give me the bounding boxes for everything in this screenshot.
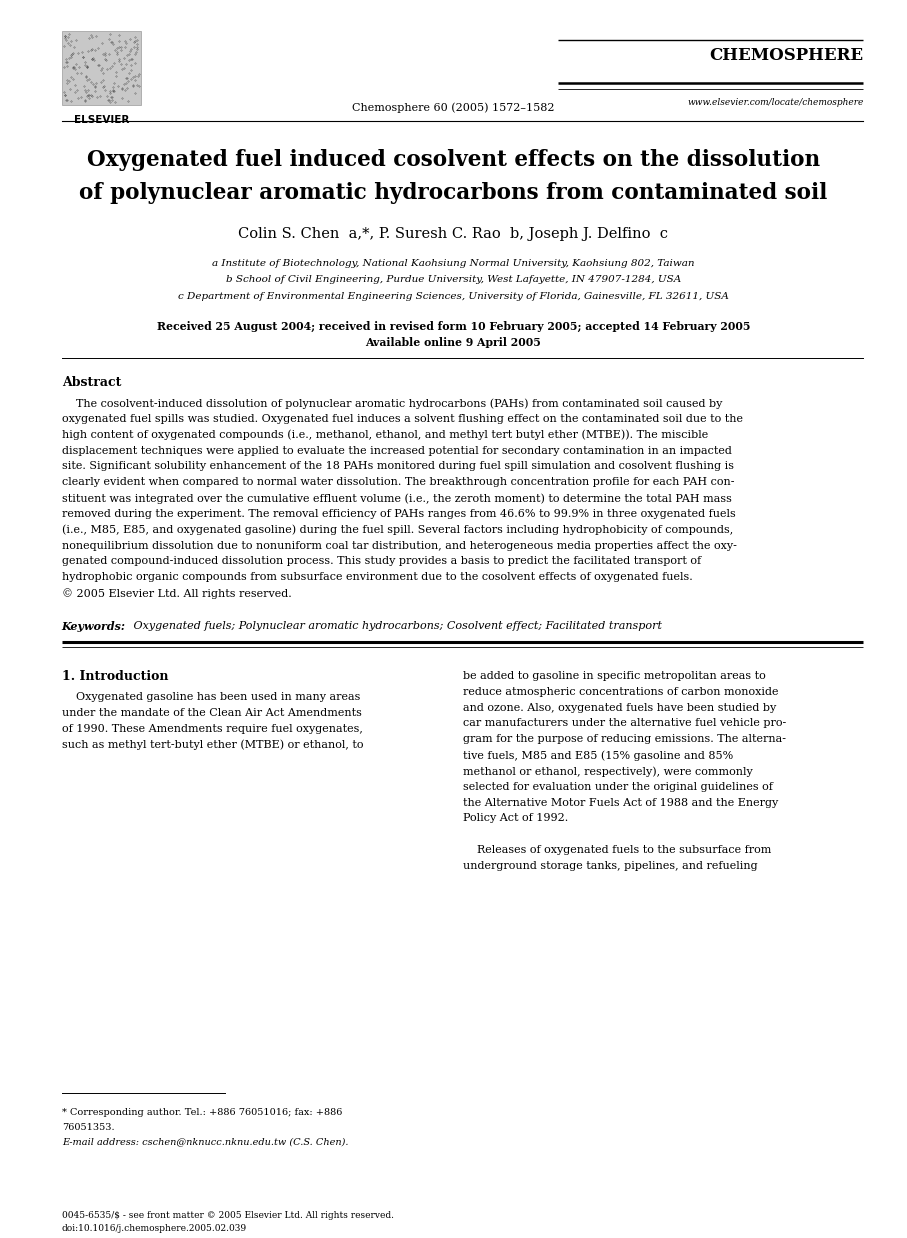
Text: a Institute of Biotechnology, National Kaohsiung Normal University, Kaohsiung 80: a Institute of Biotechnology, National K… <box>212 259 695 267</box>
Text: clearly evident when compared to normal water dissolution. The breakthrough conc: clearly evident when compared to normal … <box>62 477 734 488</box>
Text: genated compound-induced dissolution process. This study provides a basis to pre: genated compound-induced dissolution pro… <box>62 557 701 567</box>
Text: E-mail address: cschen@nknucc.nknu.edu.tw (C.S. Chen).: E-mail address: cschen@nknucc.nknu.edu.t… <box>62 1138 348 1146</box>
Text: Releases of oxygenated fuels to the subsurface from: Releases of oxygenated fuels to the subs… <box>463 846 772 855</box>
Text: car manufacturers under the alternative fuel vehicle pro-: car manufacturers under the alternative … <box>463 718 786 728</box>
Bar <box>62 31 141 105</box>
Text: CHEMOSPHERE: CHEMOSPHERE <box>709 47 863 64</box>
Text: methanol or ethanol, respectively), were commonly: methanol or ethanol, respectively), were… <box>463 766 753 776</box>
Text: gram for the purpose of reducing emissions. The alterna-: gram for the purpose of reducing emissio… <box>463 734 786 744</box>
Text: c Department of Environmental Engineering Sciences, University of Florida, Gaine: c Department of Environmental Engineerin… <box>178 292 729 301</box>
Text: under the mandate of the Clean Air Act Amendments: under the mandate of the Clean Air Act A… <box>62 708 362 718</box>
Text: oxygenated fuel spills was studied. Oxygenated fuel induces a solvent flushing e: oxygenated fuel spills was studied. Oxyg… <box>62 413 743 423</box>
Text: www.elsevier.com/locate/chemosphere: www.elsevier.com/locate/chemosphere <box>688 98 863 106</box>
Text: be added to gasoline in specific metropolitan areas to: be added to gasoline in specific metropo… <box>463 671 766 681</box>
Text: Chemosphere 60 (2005) 1572–1582: Chemosphere 60 (2005) 1572–1582 <box>352 103 555 114</box>
Text: Colin S. Chen  a,*, P. Suresh C. Rao  b, Joseph J. Delfino  c: Colin S. Chen a,*, P. Suresh C. Rao b, J… <box>239 227 668 240</box>
Text: Keywords:: Keywords: <box>62 621 126 633</box>
Text: Policy Act of 1992.: Policy Act of 1992. <box>463 813 569 823</box>
Text: reduce atmospheric concentrations of carbon monoxide: reduce atmospheric concentrations of car… <box>463 687 779 697</box>
Text: high content of oxygenated compounds (i.e., methanol, ethanol, and methyl tert b: high content of oxygenated compounds (i.… <box>62 430 708 441</box>
Text: Received 25 August 2004; received in revised form 10 February 2005; accepted 14 : Received 25 August 2004; received in rev… <box>157 322 750 332</box>
Text: Abstract: Abstract <box>62 376 121 389</box>
Text: The cosolvent-induced dissolution of polynuclear aromatic hydrocarbons (PAHs) fr: The cosolvent-induced dissolution of pol… <box>62 399 722 409</box>
Text: tive fuels, M85 and E85 (15% gasoline and 85%: tive fuels, M85 and E85 (15% gasoline an… <box>463 750 734 760</box>
Text: Oxygenated fuels; Polynuclear aromatic hydrocarbons; Cosolvent effect; Facilitat: Oxygenated fuels; Polynuclear aromatic h… <box>130 621 662 631</box>
Text: 1. Introduction: 1. Introduction <box>62 670 168 682</box>
Text: site. Significant solubility enhancement of the 18 PAHs monitored during fuel sp: site. Significant solubility enhancement… <box>62 462 734 472</box>
Text: underground storage tanks, pipelines, and refueling: underground storage tanks, pipelines, an… <box>463 862 758 872</box>
Text: ELSEVIER: ELSEVIER <box>73 115 130 125</box>
Text: nonequilibrium dissolution due to nonuniform coal tar distribution, and heteroge: nonequilibrium dissolution due to nonuni… <box>62 541 736 551</box>
Text: removed during the experiment. The removal efficiency of PAHs ranges from 46.6% : removed during the experiment. The remov… <box>62 509 736 519</box>
Text: selected for evaluation under the original guidelines of: selected for evaluation under the origin… <box>463 782 774 792</box>
Text: * Corresponding author. Tel.: +886 76051016; fax: +886: * Corresponding author. Tel.: +886 76051… <box>62 1108 342 1117</box>
Text: and ozone. Also, oxygenated fuels have been studied by: and ozone. Also, oxygenated fuels have b… <box>463 703 776 713</box>
Text: doi:10.1016/j.chemosphere.2005.02.039: doi:10.1016/j.chemosphere.2005.02.039 <box>62 1224 247 1233</box>
Text: such as methyl tert-butyl ether (MTBE) or ethanol, to: such as methyl tert-butyl ether (MTBE) o… <box>62 739 363 750</box>
Text: stituent was integrated over the cumulative effluent volume (i.e., the zeroth mo: stituent was integrated over the cumulat… <box>62 493 732 504</box>
Text: (i.e., M85, E85, and oxygenated gasoline) during the fuel spill. Several factors: (i.e., M85, E85, and oxygenated gasoline… <box>62 525 733 535</box>
Text: Available online 9 April 2005: Available online 9 April 2005 <box>366 337 541 348</box>
Text: of polynuclear aromatic hydrocarbons from contaminated soil: of polynuclear aromatic hydrocarbons fro… <box>80 182 827 204</box>
Text: 0045-6535/$ - see front matter © 2005 Elsevier Ltd. All rights reserved.: 0045-6535/$ - see front matter © 2005 El… <box>62 1211 394 1219</box>
Text: Oxygenated fuel induced cosolvent effects on the dissolution: Oxygenated fuel induced cosolvent effect… <box>87 149 820 171</box>
Text: 76051353.: 76051353. <box>62 1123 114 1132</box>
Text: b School of Civil Engineering, Purdue University, West Lafayette, IN 47907-1284,: b School of Civil Engineering, Purdue Un… <box>226 276 681 285</box>
Text: Oxygenated gasoline has been used in many areas: Oxygenated gasoline has been used in man… <box>62 692 360 702</box>
Text: the Alternative Motor Fuels Act of 1988 and the Energy: the Alternative Motor Fuels Act of 1988 … <box>463 797 779 807</box>
Text: of 1990. These Amendments require fuel oxygenates,: of 1990. These Amendments require fuel o… <box>62 724 363 734</box>
Text: hydrophobic organic compounds from subsurface environment due to the cosolvent e: hydrophobic organic compounds from subsu… <box>62 572 692 582</box>
Text: © 2005 Elsevier Ltd. All rights reserved.: © 2005 Elsevier Ltd. All rights reserved… <box>62 588 291 599</box>
Text: displacement techniques were applied to evaluate the increased potential for sec: displacement techniques were applied to … <box>62 446 732 456</box>
